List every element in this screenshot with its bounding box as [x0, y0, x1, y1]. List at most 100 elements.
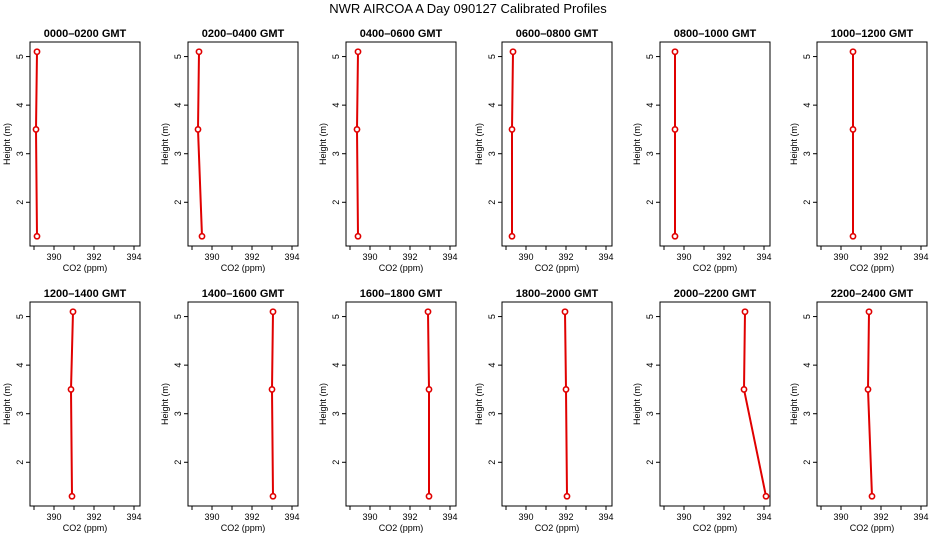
profile-point-1: [849, 232, 857, 240]
x-axis-label: CO2 (ppm): [850, 263, 895, 273]
x-tick-label: 390: [46, 512, 61, 522]
profile-point-1: [68, 492, 76, 500]
x-axis-label: CO2 (ppm): [379, 263, 424, 273]
y-axis-label: Height (m): [789, 383, 799, 425]
x-tick-label: 390: [46, 252, 61, 262]
panel-title: 0600–0800 GMT: [516, 28, 599, 40]
panel-title: 0000–0200 GMT: [44, 28, 127, 40]
x-axis-label: CO2 (ppm): [221, 263, 266, 273]
profile-point-1: [508, 232, 516, 240]
x-tick-label: 392: [558, 512, 573, 522]
panel-frame: [659, 301, 771, 507]
profile-point-2: [671, 126, 679, 133]
y-axis-label: Height (m): [789, 123, 799, 165]
panel-frame: [345, 41, 457, 247]
panel-frame: [501, 301, 613, 507]
y-axis-label: Height (m): [160, 123, 170, 165]
y-tick-label: 5: [331, 314, 341, 319]
y-tick-label: 2: [645, 460, 655, 465]
profile-point-1: [671, 232, 679, 240]
panel-frame: [816, 301, 928, 507]
profile-point-2: [425, 386, 433, 393]
y-tick-label: 3: [15, 151, 25, 156]
y-axis-label: Height (m): [2, 383, 12, 425]
panel-3: 0400–0600 GMT 390 392 394 2 3 4 5 CO2 (ppm) Heigh…: [318, 28, 458, 273]
profile-point-1: [354, 232, 362, 240]
panel-11: 2000–2200 GMT 390 392 394 2 3 4 5 CO2 (ppm) Heigh…: [632, 288, 772, 533]
panel-2: 0200–0400 GMT 390 392 394 2 3 4 5 CO2 (ppm) Heigh…: [160, 28, 300, 273]
x-tick-label: 394: [126, 512, 141, 522]
panel-title: 1200–1400 GMT: [44, 288, 127, 300]
x-tick-label: 392: [86, 252, 101, 262]
profile-point-2: [67, 386, 75, 393]
x-axis-label: CO2 (ppm): [535, 523, 580, 533]
panel-frame: [659, 41, 771, 247]
y-tick-label: 3: [802, 151, 812, 156]
y-tick-label: 4: [802, 363, 812, 368]
x-tick-label: 394: [442, 512, 457, 522]
x-tick-label: 394: [598, 512, 613, 522]
profile-point-3: [269, 308, 277, 316]
panel-title: 0400–0600 GMT: [360, 28, 443, 40]
panel-1: 0000–0200 GMT 390 392 394 2 3 4 5 CO2 (ppm) Heigh…: [2, 28, 142, 273]
y-tick-label: 3: [645, 411, 655, 416]
y-axis-label: Height (m): [474, 123, 484, 165]
y-axis-label: Height (m): [318, 123, 328, 165]
y-tick-label: 3: [173, 151, 183, 156]
profile-line: [270, 311, 274, 497]
y-tick-label: 5: [487, 54, 497, 59]
y-tick-label: 4: [645, 103, 655, 108]
panel-title: 1800–2000 GMT: [516, 288, 599, 300]
y-axis-label: Height (m): [474, 383, 484, 425]
panel-title: 0200–0400 GMT: [202, 28, 285, 40]
profile-point-3: [33, 48, 41, 56]
profile-point-2: [562, 386, 570, 393]
profile-point-3: [671, 48, 679, 56]
x-tick-label: 390: [518, 252, 533, 262]
y-tick-label: 5: [645, 54, 655, 59]
profile-point-1: [33, 232, 41, 240]
panel-frame: [816, 41, 928, 247]
x-tick-label: 394: [913, 252, 928, 262]
panel-frame: [187, 41, 299, 247]
y-tick-label: 4: [331, 103, 341, 108]
y-tick-label: 2: [487, 200, 497, 205]
profile-point-3: [195, 48, 203, 56]
y-tick-label: 4: [173, 363, 183, 368]
y-tick-label: 3: [15, 411, 25, 416]
profile-point-1: [563, 492, 571, 500]
y-axis-label: Height (m): [632, 123, 642, 165]
y-tick-label: 5: [802, 54, 812, 59]
x-tick-label: 392: [873, 252, 888, 262]
panel-title: 2200–2400 GMT: [831, 288, 914, 300]
profile-line: [511, 51, 514, 237]
panel-title: 1000–1200 GMT: [831, 28, 914, 40]
y-tick-label: 2: [173, 460, 183, 465]
y-tick-label: 2: [645, 200, 655, 205]
y-axis-label: Height (m): [632, 383, 642, 425]
y-tick-label: 4: [487, 103, 497, 108]
x-tick-label: 392: [244, 252, 259, 262]
y-tick-label: 2: [331, 200, 341, 205]
x-tick-label: 394: [126, 252, 141, 262]
y-tick-label: 3: [173, 411, 183, 416]
y-tick-label: 5: [15, 54, 25, 59]
y-tick-label: 2: [331, 460, 341, 465]
profile-line: [196, 51, 203, 237]
x-tick-label: 390: [676, 512, 691, 522]
profile-point-3: [865, 308, 873, 316]
y-tick-label: 5: [173, 54, 183, 59]
panel-4: 0600–0800 GMT 390 392 394 2 3 4 5 CO2 (ppm) Heigh…: [474, 28, 614, 273]
x-tick-label: 394: [284, 512, 299, 522]
y-tick-label: 5: [645, 314, 655, 319]
x-tick-label: 392: [716, 252, 731, 262]
profile-line: [866, 311, 873, 497]
y-axis-label: Height (m): [160, 383, 170, 425]
x-tick-label: 390: [833, 512, 848, 522]
panel-7: 1200–1400 GMT 390 392 394 2 3 4 5 CO2 (ppm) Heigh…: [2, 288, 142, 533]
profile-point-2: [268, 386, 276, 393]
profile-point-2: [194, 126, 202, 133]
figure-title: NWR AIRCOA A Day 090127 Calibrated Profi…: [329, 1, 607, 16]
x-tick-label: 394: [284, 252, 299, 262]
